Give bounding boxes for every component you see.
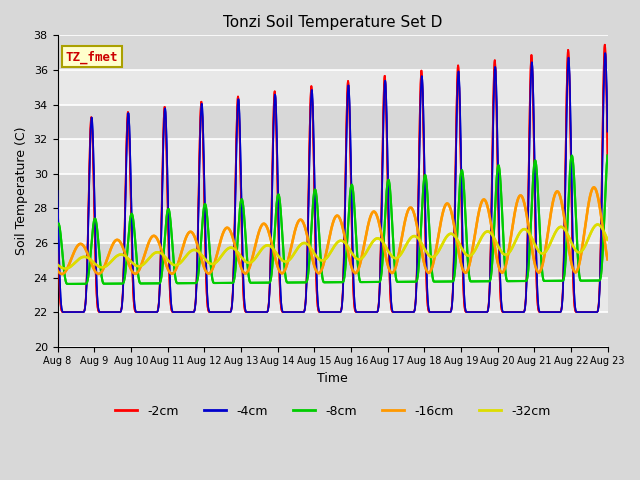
Bar [58, 277, 608, 312]
Text: TZ_fmet: TZ_fmet [66, 50, 118, 63]
X-axis label: Time: Time [317, 372, 348, 385]
Bar [58, 174, 608, 208]
Bar [58, 208, 608, 243]
Bar [58, 36, 608, 70]
Title: Tonzi Soil Temperature Set D: Tonzi Soil Temperature Set D [223, 15, 442, 30]
Bar [58, 70, 608, 105]
Bar [58, 243, 608, 277]
Legend: -2cm, -4cm, -8cm, -16cm, -32cm: -2cm, -4cm, -8cm, -16cm, -32cm [109, 400, 556, 423]
Bar [58, 105, 608, 139]
Bar [58, 139, 608, 174]
Y-axis label: Soil Temperature (C): Soil Temperature (C) [15, 127, 28, 255]
Bar [58, 312, 608, 347]
